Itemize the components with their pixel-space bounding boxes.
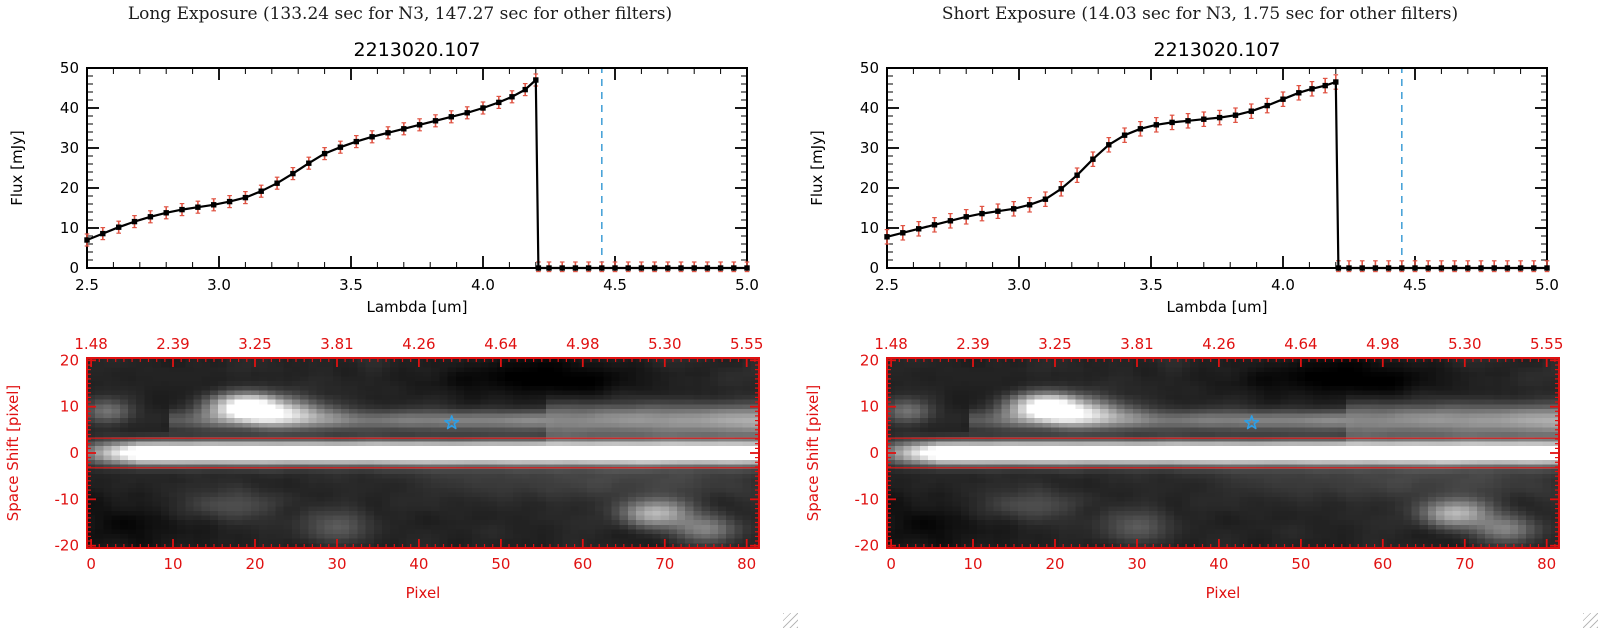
svg-text:-10: -10: [55, 490, 80, 508]
plot-title: 2213020.107: [354, 39, 481, 61]
svg-text:0: 0: [69, 444, 79, 462]
svg-text:10: 10: [860, 219, 879, 237]
svg-text:2.5: 2.5: [875, 276, 899, 294]
svg-text:50: 50: [60, 59, 79, 77]
svg-text:20: 20: [60, 179, 79, 197]
svg-text:3.81: 3.81: [1120, 335, 1153, 353]
svg-text:3.25: 3.25: [1038, 335, 1071, 353]
flux-spectrum-plot: 2.5 3.0 3.5 4.0 4.5 5.0 0 10 20 30 40 50: [860, 59, 1559, 294]
spectral-yaxis-label: Space Shift [pixel]: [4, 385, 22, 522]
flux-xaxis-label: Lambda [um]: [1167, 298, 1268, 316]
svg-text:5.55: 5.55: [1530, 335, 1563, 353]
svg-text:60: 60: [573, 555, 592, 573]
svg-text:60: 60: [1373, 555, 1392, 573]
svg-text:10: 10: [60, 398, 79, 416]
svg-text:50: 50: [1291, 555, 1310, 573]
svg-text:20: 20: [860, 179, 879, 197]
svg-text:10: 10: [163, 555, 182, 573]
svg-text:5.0: 5.0: [1535, 276, 1559, 294]
flux-yaxis-label: Flux [mJy]: [8, 130, 26, 206]
svg-text:2.39: 2.39: [956, 335, 989, 353]
svg-text:2.5: 2.5: [75, 276, 99, 294]
svg-text:0: 0: [886, 555, 896, 573]
svg-text:50: 50: [860, 59, 879, 77]
svg-text:40: 40: [1209, 555, 1228, 573]
svg-text:20: 20: [245, 555, 264, 573]
spectral-xaxis-label: Pixel: [1206, 584, 1241, 602]
panel-short-exposure: Short Exposure (14.03 sec for N3, 1.75 s…: [800, 0, 1600, 630]
svg-text:30: 30: [1127, 555, 1146, 573]
svg-text:0: 0: [69, 259, 79, 277]
svg-text:5.30: 5.30: [1448, 335, 1481, 353]
window-resize-grip[interactable]: [783, 613, 798, 628]
svg-text:3.0: 3.0: [1007, 276, 1031, 294]
exposure-title: Short Exposure (14.03 sec for N3, 1.75 s…: [941, 4, 1459, 24]
svg-text:4.98: 4.98: [1366, 335, 1399, 353]
svg-text:4.26: 4.26: [402, 335, 435, 353]
svg-text:3.25: 3.25: [238, 335, 271, 353]
svg-text:4.0: 4.0: [471, 276, 495, 294]
svg-text:20: 20: [860, 351, 879, 369]
svg-text:1.48: 1.48: [874, 335, 907, 353]
plot-overlay: 2213020.107 Lambda [um] Flux [mJy] Space…: [4, 39, 764, 602]
svg-text:-20: -20: [55, 537, 80, 555]
svg-text:0: 0: [869, 259, 879, 277]
svg-text:1.48: 1.48: [74, 335, 107, 353]
svg-text:4.0: 4.0: [1271, 276, 1295, 294]
svg-text:3.5: 3.5: [1139, 276, 1163, 294]
svg-text:30: 30: [60, 139, 79, 157]
exposure-title: Long Exposure (133.24 sec for N3, 147.27…: [127, 4, 673, 24]
svg-text:4.5: 4.5: [1403, 276, 1427, 294]
svg-text:4.26: 4.26: [1202, 335, 1235, 353]
svg-text:10: 10: [60, 219, 79, 237]
svg-text:4.64: 4.64: [484, 335, 517, 353]
plot-title: 2213020.107: [1154, 39, 1281, 61]
svg-text:3.5: 3.5: [339, 276, 363, 294]
svg-text:5.0: 5.0: [735, 276, 759, 294]
svg-text:80: 80: [737, 555, 756, 573]
flux-spectrum-plot: 2.5 3.0 3.5 4.0 4.5 5.0 0 10 20 30 40 50: [60, 59, 759, 294]
svg-text:40: 40: [409, 555, 428, 573]
svg-text:0: 0: [86, 555, 96, 573]
svg-text:40: 40: [60, 99, 79, 117]
svg-text:10: 10: [860, 398, 879, 416]
svg-text:40: 40: [860, 99, 879, 117]
window-resize-grip[interactable]: [1583, 613, 1598, 628]
svg-text:4.98: 4.98: [566, 335, 599, 353]
plot-overlay: 2213020.107 Lambda [um] Flux [mJy] Space…: [804, 39, 1564, 602]
svg-text:4.64: 4.64: [1284, 335, 1317, 353]
spectral-2d-image: [87, 358, 759, 548]
spectral-image-axes: 0 1.48 10 2.39 20 3.25 30 3.81 40 4.26 50 4.64 60 4.9…: [55, 335, 764, 573]
spectral-yaxis-label: Space Shift [pixel]: [804, 385, 822, 522]
svg-text:70: 70: [1455, 555, 1474, 573]
svg-text:20: 20: [1045, 555, 1064, 573]
svg-text:5.55: 5.55: [730, 335, 763, 353]
svg-text:3.0: 3.0: [207, 276, 231, 294]
svg-text:70: 70: [655, 555, 674, 573]
spectral-2d-image: [887, 358, 1559, 548]
flux-xaxis-label: Lambda [um]: [367, 298, 468, 316]
flux-yaxis-label: Flux [mJy]: [808, 130, 826, 206]
svg-text:0: 0: [869, 444, 879, 462]
spectral-xaxis-label: Pixel: [406, 584, 441, 602]
panel-long-exposure: Long Exposure (133.24 sec for N3, 147.27…: [4, 4, 798, 628]
svg-text:30: 30: [860, 139, 879, 157]
svg-text:-10: -10: [855, 490, 880, 508]
spectral-image-axes: 0 1.48 10 2.39 20 3.25 30 3.81 40 4.26 50 4.64 60 4.9…: [855, 335, 1564, 573]
svg-text:10: 10: [963, 555, 982, 573]
svg-text:5.30: 5.30: [648, 335, 681, 353]
svg-text:2.39: 2.39: [156, 335, 189, 353]
svg-text:4.5: 4.5: [603, 276, 627, 294]
svg-text:-20: -20: [855, 537, 880, 555]
svg-text:50: 50: [491, 555, 510, 573]
svg-text:20: 20: [60, 351, 79, 369]
svg-text:80: 80: [1537, 555, 1556, 573]
svg-text:3.81: 3.81: [320, 335, 353, 353]
svg-text:30: 30: [327, 555, 346, 573]
